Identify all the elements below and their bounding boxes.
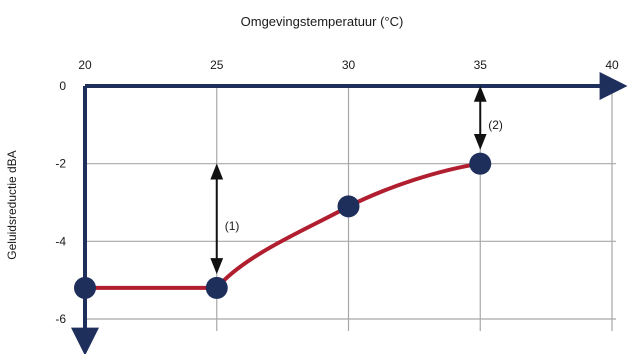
y-tick-label: -2	[55, 157, 66, 171]
annotations: (1) (2)	[210, 85, 503, 275]
x-tick-label: 25	[210, 58, 224, 72]
series-line	[83, 161, 483, 290]
y-tick-label: 0	[59, 79, 66, 93]
x-tick-label: 20	[78, 58, 92, 72]
y-tick-label: -4	[55, 234, 66, 248]
x-tick-label: 35	[474, 58, 488, 72]
x-tick-label: 30	[342, 58, 356, 72]
y-tick-label: -6	[55, 312, 66, 326]
y-tick-labels: 0 -2 -4 -6	[55, 79, 66, 326]
data-point	[74, 276, 96, 299]
data-markers	[74, 152, 492, 299]
annotation-label: (2)	[488, 118, 503, 132]
annotation-label: (1)	[225, 219, 240, 233]
data-point	[337, 195, 360, 218]
data-point	[205, 276, 228, 299]
x-tick-label: 40	[605, 58, 619, 72]
x-tick-labels: 20 25 30 35 40	[78, 58, 619, 72]
x-axis-title: Omgevingstemperatuur (°C)	[241, 14, 404, 29]
data-point	[469, 152, 492, 175]
y-axis-title: Geluidsreductie dBA	[5, 150, 19, 259]
